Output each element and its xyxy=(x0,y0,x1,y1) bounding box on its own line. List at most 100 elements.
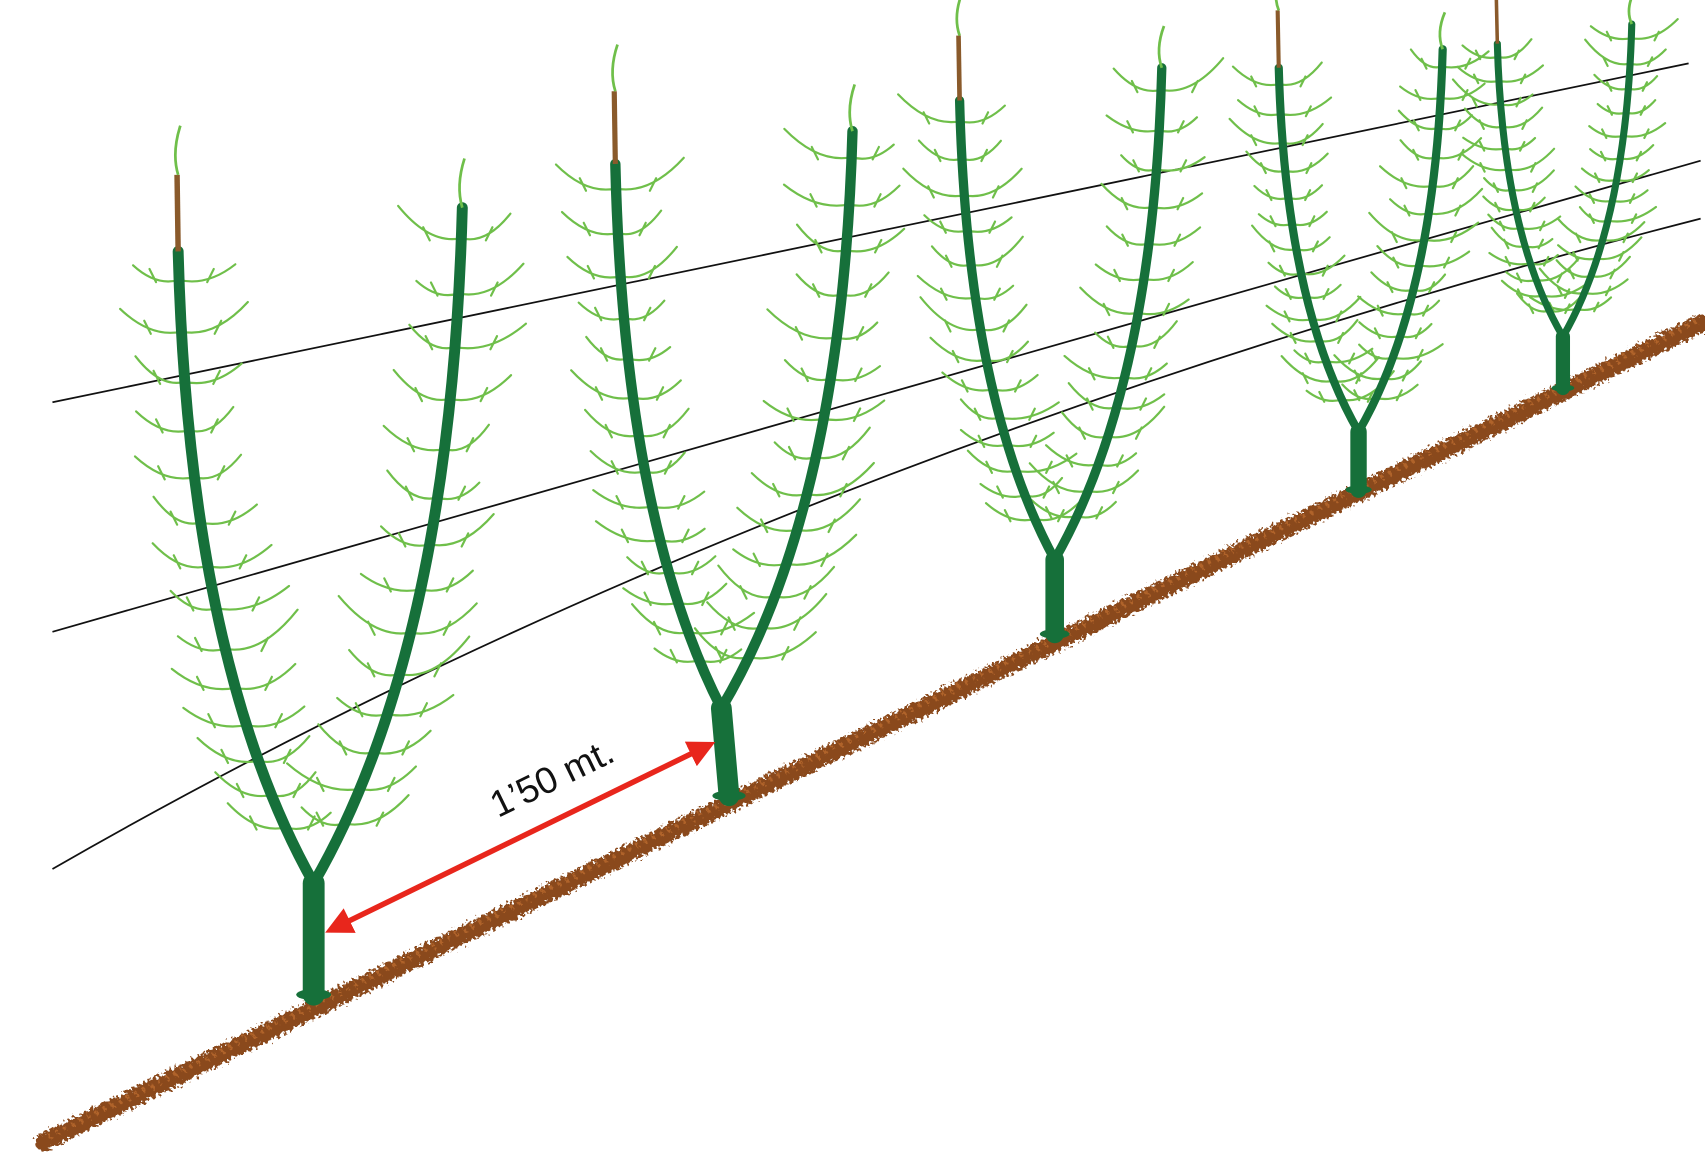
shoot xyxy=(194,455,241,479)
leaf-shoot xyxy=(754,554,760,566)
shoot xyxy=(1520,217,1560,229)
shoot xyxy=(461,214,510,240)
shoot xyxy=(967,217,1011,231)
shoot xyxy=(1161,58,1223,91)
leaf-shoot xyxy=(644,593,650,605)
shoot xyxy=(556,165,616,190)
shoot xyxy=(1439,115,1472,129)
shoot xyxy=(455,324,526,349)
shoot xyxy=(964,169,1021,196)
shoot xyxy=(1390,199,1429,214)
shoot xyxy=(1138,299,1188,314)
shoot xyxy=(179,264,235,281)
shoot xyxy=(1503,108,1542,128)
shoot xyxy=(181,302,247,333)
shoot xyxy=(1107,226,1149,244)
shoot xyxy=(1630,49,1666,64)
shoot xyxy=(1411,49,1442,67)
shoot xyxy=(918,276,976,298)
leader xyxy=(175,126,180,175)
shoot xyxy=(1508,149,1554,170)
shoot xyxy=(797,274,842,295)
leaf-shoot xyxy=(458,487,465,500)
shoot xyxy=(616,158,684,190)
shoot xyxy=(1359,345,1393,359)
leader xyxy=(957,0,962,36)
shoot xyxy=(1288,185,1322,199)
shoot xyxy=(318,724,374,753)
leader xyxy=(1159,26,1164,68)
shoot xyxy=(384,426,445,450)
leader xyxy=(1629,0,1634,24)
shoot xyxy=(1233,67,1279,85)
shoot xyxy=(764,401,824,420)
shoot xyxy=(919,141,962,160)
tip xyxy=(959,36,960,101)
leader xyxy=(1440,12,1445,49)
shoot xyxy=(1359,322,1400,337)
leaf-shoot xyxy=(997,487,1003,498)
shoot xyxy=(135,456,194,478)
leaf-shoot xyxy=(997,256,1003,267)
shoot xyxy=(1159,117,1197,131)
shoot xyxy=(416,281,458,295)
shoot xyxy=(1589,126,1623,137)
shoot xyxy=(737,508,797,531)
shoot xyxy=(898,94,960,122)
shoot xyxy=(1157,157,1205,170)
leader xyxy=(460,158,465,207)
shoot xyxy=(962,141,1001,160)
shoot xyxy=(1453,79,1501,104)
shoot xyxy=(1319,320,1357,341)
leaf-shoot xyxy=(994,289,1000,300)
shoot xyxy=(1153,193,1202,208)
shoot xyxy=(628,347,670,360)
shoot xyxy=(785,360,831,380)
tip xyxy=(614,91,615,164)
tree xyxy=(556,45,904,801)
leaf-shoot xyxy=(1117,455,1123,466)
shoot xyxy=(1095,333,1132,347)
shoot xyxy=(669,556,716,573)
shoot xyxy=(225,610,297,650)
shoot xyxy=(271,772,315,796)
wire xyxy=(52,219,1700,869)
shoot xyxy=(571,370,633,398)
shoot xyxy=(718,566,774,598)
shoot xyxy=(459,264,524,295)
leaf-shoot xyxy=(855,369,861,381)
leaf-shoot xyxy=(207,269,214,282)
shoot xyxy=(450,375,511,400)
shoot xyxy=(852,145,894,159)
shoot xyxy=(1107,116,1160,132)
shoot xyxy=(1499,65,1543,81)
tip xyxy=(1278,10,1279,67)
leaf-shoot xyxy=(1539,240,1543,249)
leaf-shoot xyxy=(211,419,218,432)
leader xyxy=(613,45,618,92)
shoot xyxy=(660,529,705,542)
shoot xyxy=(621,247,677,277)
shoot xyxy=(567,257,620,278)
shoot xyxy=(1149,227,1200,244)
shoot xyxy=(579,303,624,320)
shoot xyxy=(971,237,1023,266)
shoot xyxy=(246,707,304,727)
shoot xyxy=(1458,67,1499,82)
shoot xyxy=(387,471,437,499)
shoot xyxy=(285,813,330,829)
shoot xyxy=(960,106,1005,123)
shoot xyxy=(752,473,807,495)
shoot xyxy=(1114,69,1161,91)
leader xyxy=(850,84,855,131)
shoot xyxy=(1377,246,1419,266)
tree xyxy=(120,126,526,1000)
shoot xyxy=(1436,138,1481,158)
trunk-base xyxy=(712,791,745,801)
leaf-shoot xyxy=(1181,160,1187,171)
shoot xyxy=(339,596,411,633)
shoot xyxy=(1306,285,1340,298)
shoot xyxy=(986,342,1028,361)
shoot xyxy=(1285,154,1327,172)
leaf-shoot xyxy=(1319,392,1324,402)
